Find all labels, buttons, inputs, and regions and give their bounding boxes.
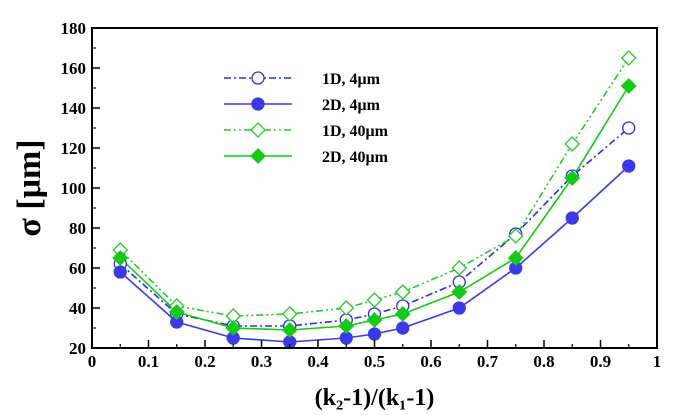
x-tick-label: 0.1 — [138, 352, 159, 371]
data-point — [366, 292, 383, 308]
y-axis: 20 40 60 80 100 120 140 160 180 — [61, 19, 100, 358]
data-point — [338, 300, 355, 316]
y-tick-label: 120 — [61, 139, 87, 158]
data-point — [394, 284, 411, 300]
y-tick-label: 60 — [69, 259, 86, 278]
data-point — [507, 228, 524, 244]
data-point — [620, 78, 637, 94]
y-tick-label: 140 — [61, 99, 87, 118]
legend-label: 1D, 4μm — [322, 71, 381, 88]
data-point — [251, 71, 265, 85]
y-tick-label: 160 — [61, 59, 87, 78]
y-tick-label: 80 — [69, 219, 86, 238]
series-line-3 — [119, 57, 630, 317]
data-point — [168, 304, 185, 320]
x-tick-label: 0.8 — [533, 352, 554, 371]
x-tick-label: 0.9 — [590, 352, 611, 371]
data-point — [251, 97, 265, 111]
data-point — [250, 148, 266, 164]
x-tick-label: 0.3 — [251, 352, 272, 371]
x-tick-label: 0.2 — [194, 352, 215, 371]
x-axis: 0 0.1 0.2 0.3 0.4 0.5 0.6 0.7 0.8 0.9 1 — [88, 340, 662, 371]
data-point — [394, 306, 411, 322]
x-tick-label: 0.4 — [307, 352, 329, 371]
x-tick-label: 0 — [88, 352, 97, 371]
data-point — [225, 320, 242, 336]
x-axis-title: (k₂-1)/(k₁-1) — [315, 385, 435, 411]
x-tick-label: 1 — [653, 352, 662, 371]
data-point — [250, 122, 266, 138]
data-point — [366, 312, 383, 328]
x-tick-label: 0.5 — [364, 352, 385, 371]
data-point — [113, 265, 127, 279]
data-point — [507, 250, 524, 266]
y-axis-title: σ [μm] — [11, 139, 48, 236]
legend-label: 1D, 40μm — [322, 123, 389, 140]
data-point — [565, 211, 579, 225]
y-tick-label: 100 — [61, 179, 87, 198]
data-point — [281, 322, 298, 338]
plot-markers — [112, 50, 637, 349]
data-point — [564, 170, 581, 186]
y-tick-label: 180 — [61, 19, 87, 38]
data-point — [452, 301, 466, 315]
legend: 1D, 4μm 2D, 4μm 1D, 40μm 2D, 40μm — [224, 71, 389, 166]
x-tick-label: 0.6 — [420, 352, 441, 371]
data-point — [451, 284, 468, 300]
data-point — [367, 327, 382, 341]
data-point — [564, 136, 581, 152]
y-tick-label: 20 — [69, 339, 86, 358]
legend-label: 2D, 4μm — [322, 97, 381, 114]
data-point — [451, 260, 468, 276]
data-point — [622, 159, 636, 173]
data-point — [622, 121, 636, 135]
data-point — [396, 321, 410, 335]
legend-label: 2D, 40μm — [322, 149, 389, 166]
y-tick-label: 40 — [69, 299, 86, 318]
x-tick-label: 0.7 — [477, 352, 499, 371]
data-point — [620, 50, 637, 66]
data-point — [338, 318, 355, 334]
data-point — [281, 306, 298, 322]
data-point — [112, 250, 129, 266]
